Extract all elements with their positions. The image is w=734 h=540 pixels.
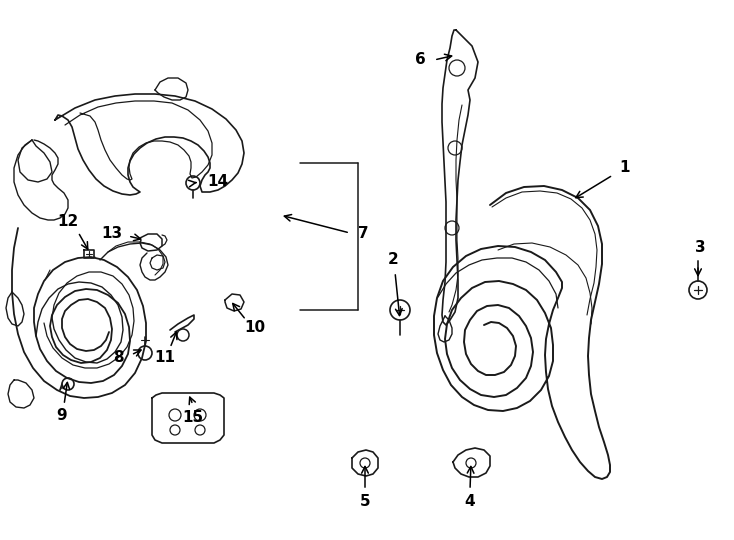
Text: 8: 8 <box>113 350 123 366</box>
Text: 4: 4 <box>465 495 476 510</box>
Text: 15: 15 <box>183 410 203 426</box>
Text: 10: 10 <box>244 321 266 335</box>
Text: 13: 13 <box>101 226 123 241</box>
Text: 3: 3 <box>694 240 705 254</box>
Text: 7: 7 <box>357 226 368 240</box>
Text: 1: 1 <box>619 160 631 176</box>
Text: 2: 2 <box>388 253 399 267</box>
Text: 9: 9 <box>57 408 68 423</box>
Text: 5: 5 <box>360 495 371 510</box>
Text: 6: 6 <box>415 52 426 68</box>
Text: 12: 12 <box>57 214 79 230</box>
Text: 11: 11 <box>154 350 175 366</box>
Text: 14: 14 <box>208 174 228 190</box>
